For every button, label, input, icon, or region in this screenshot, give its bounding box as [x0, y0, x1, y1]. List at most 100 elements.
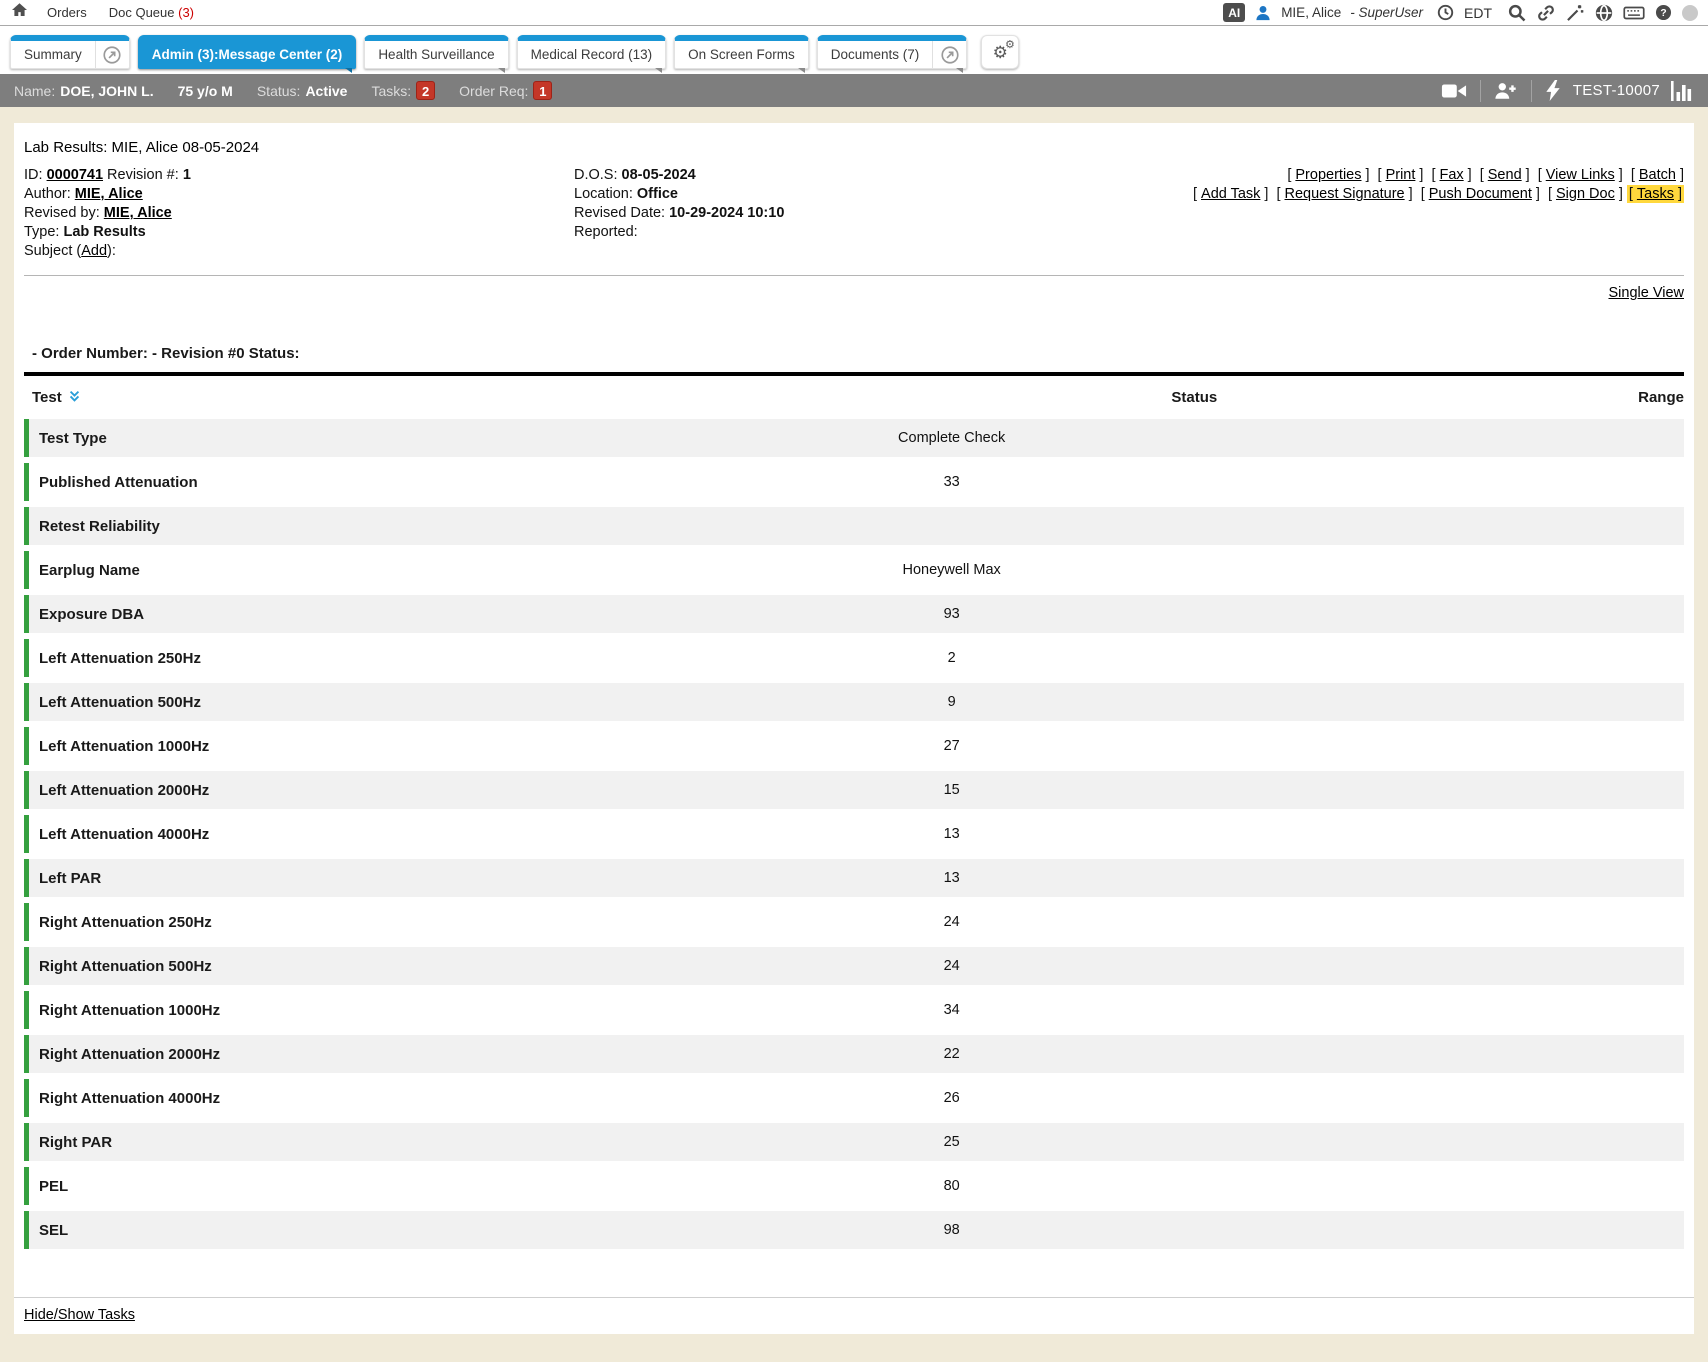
tasks-label: Tasks: — [371, 82, 412, 99]
test-value: 98 — [943, 1222, 960, 1238]
author-link[interactable]: MIE, Alice — [74, 186, 143, 202]
test-name: Left Attenuation 2000Hz — [39, 781, 210, 799]
order-req-count-badge[interactable]: 1 — [533, 81, 553, 100]
table-row: Right Attenuation 4000Hz 26 — [24, 1079, 1684, 1117]
document-title: Lab Results: MIE, Alice 08-05-2024 — [24, 139, 260, 156]
action-link[interactable]: [Push Document] — [1420, 186, 1540, 202]
tab-on-screen-forms[interactable]: On Screen Forms — [674, 35, 809, 73]
meta-location-line: Location: Office — [574, 186, 678, 202]
action-link[interactable]: [Request Signature] — [1276, 186, 1413, 202]
presence-circle[interactable] — [1682, 4, 1698, 21]
test-name: Right Attenuation 2000Hz — [39, 1045, 221, 1063]
test-value: 9 — [947, 694, 956, 710]
test-value: 24 — [943, 914, 960, 930]
order-req-label: Order Req: — [459, 82, 529, 99]
clock-icon[interactable] — [1436, 3, 1455, 22]
test-name: Published Attenuation — [39, 473, 198, 491]
action-link[interactable]: [Send] — [1479, 167, 1530, 183]
document-meta: ID: 0000741 Revision #: 1 Author: MIE, A… — [24, 166, 1684, 261]
ai-badge[interactable]: AI — [1223, 3, 1246, 22]
test-column-header[interactable]: Test — [24, 389, 754, 407]
table-row: Left Attenuation 4000Hz 13 — [24, 815, 1684, 853]
document-id-link[interactable]: 0000741 — [46, 167, 104, 183]
single-view-link[interactable]: Single View — [1608, 285, 1684, 301]
keyboard-icon[interactable] — [1623, 4, 1645, 22]
add-person-icon[interactable] — [1494, 81, 1518, 100]
user-icon[interactable] — [1254, 4, 1272, 22]
tab-health-surveillance[interactable]: Health Surveillance — [364, 35, 509, 73]
lightning-icon[interactable] — [1545, 80, 1561, 101]
tab-admin-message-center[interactable]: Admin (3):Message Center (2) — [137, 35, 357, 73]
test-name: PEL — [39, 1177, 69, 1195]
test-name: Right PAR — [39, 1133, 113, 1151]
test-value: 2 — [947, 650, 956, 666]
patient-bar: Name: DOE, JOHN L. 75 y/o M Status: Acti… — [0, 74, 1708, 107]
panel-footer: Hide/Show Tasks — [14, 1297, 1694, 1334]
gear-icon: ⚙ ⚙ — [992, 38, 1015, 62]
search-icon[interactable] — [1507, 3, 1527, 23]
test-value: 26 — [943, 1090, 960, 1106]
patient-age-sex: 75 y/o M — [177, 82, 233, 99]
home-button[interactable] — [10, 1, 29, 24]
status-column-header: Status — [1171, 389, 1218, 406]
link-icon[interactable] — [1536, 3, 1556, 23]
table-row: Retest Reliability — [24, 507, 1684, 545]
meta-author-line: Author: MIE, Alice — [24, 186, 143, 202]
test-value: 33 — [943, 474, 960, 490]
location-value: Office — [636, 186, 678, 202]
patient-name-label: Name: — [14, 82, 56, 99]
tasks-count-badge[interactable]: 2 — [416, 81, 436, 100]
test-name: Left Attenuation 4000Hz — [39, 825, 210, 843]
test-value: Complete Check — [898, 430, 1006, 446]
revised-by-link[interactable]: MIE, Alice — [103, 205, 172, 221]
meta-type-line: Type: Lab Results — [24, 224, 146, 240]
document-actions: [Properties] [Print] [Fax] [Send] [View … — [1094, 166, 1684, 261]
nav-doc-queue[interactable]: Doc Queue (3) — [108, 5, 195, 20]
chart-icon[interactable] — [1670, 80, 1694, 102]
test-name: Right Attenuation 4000Hz — [39, 1089, 221, 1107]
test-name: SEL — [39, 1221, 69, 1239]
tab-medical-record[interactable]: Medical Record (13) — [516, 35, 667, 73]
table-row: Left PAR 13 — [24, 859, 1684, 897]
tab-documents[interactable]: Documents (7) — [816, 35, 968, 73]
action-link[interactable]: [View Links] — [1537, 167, 1623, 183]
popout-icon[interactable] — [94, 41, 129, 68]
hide-show-tasks-link[interactable]: Hide/Show Tasks — [24, 1307, 135, 1323]
action-link[interactable]: [Add Task] — [1193, 186, 1269, 202]
svg-text:?: ? — [1660, 8, 1666, 19]
revised-date-value: 10-29-2024 10:10 — [669, 205, 785, 221]
tab-summary[interactable]: Summary — [10, 35, 130, 69]
wand-icon[interactable] — [1565, 3, 1585, 23]
test-name: Left Attenuation 250Hz — [39, 649, 201, 667]
action-link[interactable]: [Properties] — [1287, 167, 1370, 183]
order-number-line: - Order Number: - Revision #0 Status: — [32, 345, 300, 362]
results-table-body: Test Type Complete Check Published Atten… — [24, 419, 1684, 1249]
action-links-row1: [Properties] [Print] [Fax] [Send] [View … — [1094, 166, 1684, 185]
subject-add-link[interactable]: Add — [81, 243, 108, 259]
action-link[interactable]: [Sign Doc] — [1547, 186, 1623, 202]
table-row: PEL 80 — [24, 1167, 1684, 1205]
user-role: - SuperUser — [1350, 5, 1423, 20]
video-camera-icon[interactable] — [1441, 82, 1467, 100]
table-row: Left Attenuation 250Hz 2 — [24, 639, 1684, 677]
results-table-header: Test Status Range — [24, 376, 1684, 419]
tab-settings-button[interactable]: ⚙ ⚙ — [981, 35, 1020, 69]
document-panel: Lab Results: MIE, Alice 08-05-2024 ID: 0… — [14, 123, 1694, 1334]
test-name: Earplug Name — [39, 561, 140, 579]
tasks-action-link[interactable]: [Tasks] — [1626, 185, 1684, 203]
single-view-row: Single View — [24, 285, 1684, 301]
timezone-label: EDT — [1464, 4, 1492, 21]
table-row: Published Attenuation 33 — [24, 463, 1684, 501]
help-icon[interactable]: ? — [1654, 3, 1673, 22]
action-link[interactable]: [Batch] — [1630, 167, 1684, 183]
table-row: Left Attenuation 1000Hz 27 — [24, 727, 1684, 765]
test-name: Test Type — [39, 429, 107, 447]
test-value: 34 — [943, 1002, 960, 1018]
nav-orders[interactable]: Orders — [47, 5, 87, 20]
globe-icon[interactable] — [1594, 3, 1614, 23]
user-name[interactable]: MIE, Alice — [1281, 5, 1342, 20]
action-link[interactable]: [Fax] — [1431, 167, 1472, 183]
action-link[interactable]: [Print] — [1377, 167, 1424, 183]
meta-id-line: ID: 0000741 Revision #: 1 — [24, 167, 191, 183]
popout-icon[interactable] — [932, 41, 966, 68]
